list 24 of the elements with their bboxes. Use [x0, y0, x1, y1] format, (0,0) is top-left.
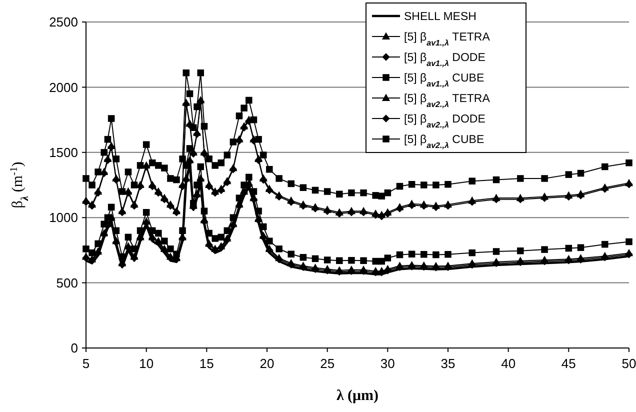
legend-label: [5] β$_{av1.,λ}$ CUBE [404, 72, 484, 88]
x-axis-title: λ (μm) [336, 388, 379, 404]
legend-label: [5] β$_{av2.,λ}$ TETRA [404, 93, 490, 109]
y-tick-label: 500 [56, 275, 78, 290]
x-tick-label: 40 [501, 356, 516, 371]
y-tick-label: 2500 [49, 14, 78, 30]
x-tick-label: 5 [82, 356, 90, 371]
x-tick-label: 20 [260, 356, 274, 371]
y-tick-label: 0 [70, 340, 78, 356]
legend-label: [5] β$_{av1.,λ}$ DODE [404, 52, 486, 68]
x-tick-label: 10 [139, 356, 154, 371]
x-tick-label: 50 [622, 356, 636, 371]
y-tick-label: 1500 [49, 144, 78, 160]
x-tick-label: 30 [380, 356, 395, 371]
x-tick-label: 45 [561, 356, 576, 371]
legend-label: [5] β$_{av1.,λ}$ TETRA [404, 32, 490, 48]
legend-label: [5] β$_{av2.,λ}$ CUBE [404, 134, 484, 150]
y-tick-label: 1000 [49, 210, 78, 226]
x-tick-label: 15 [199, 356, 214, 371]
legend-label: [5] β$_{av2.,λ}$ DODE [404, 114, 486, 130]
x-tick-label: 25 [320, 356, 335, 371]
legend-label: SHELL MESH [404, 11, 476, 24]
y-tick-label: 2000 [49, 80, 78, 95]
x-tick-label: 35 [440, 356, 456, 371]
